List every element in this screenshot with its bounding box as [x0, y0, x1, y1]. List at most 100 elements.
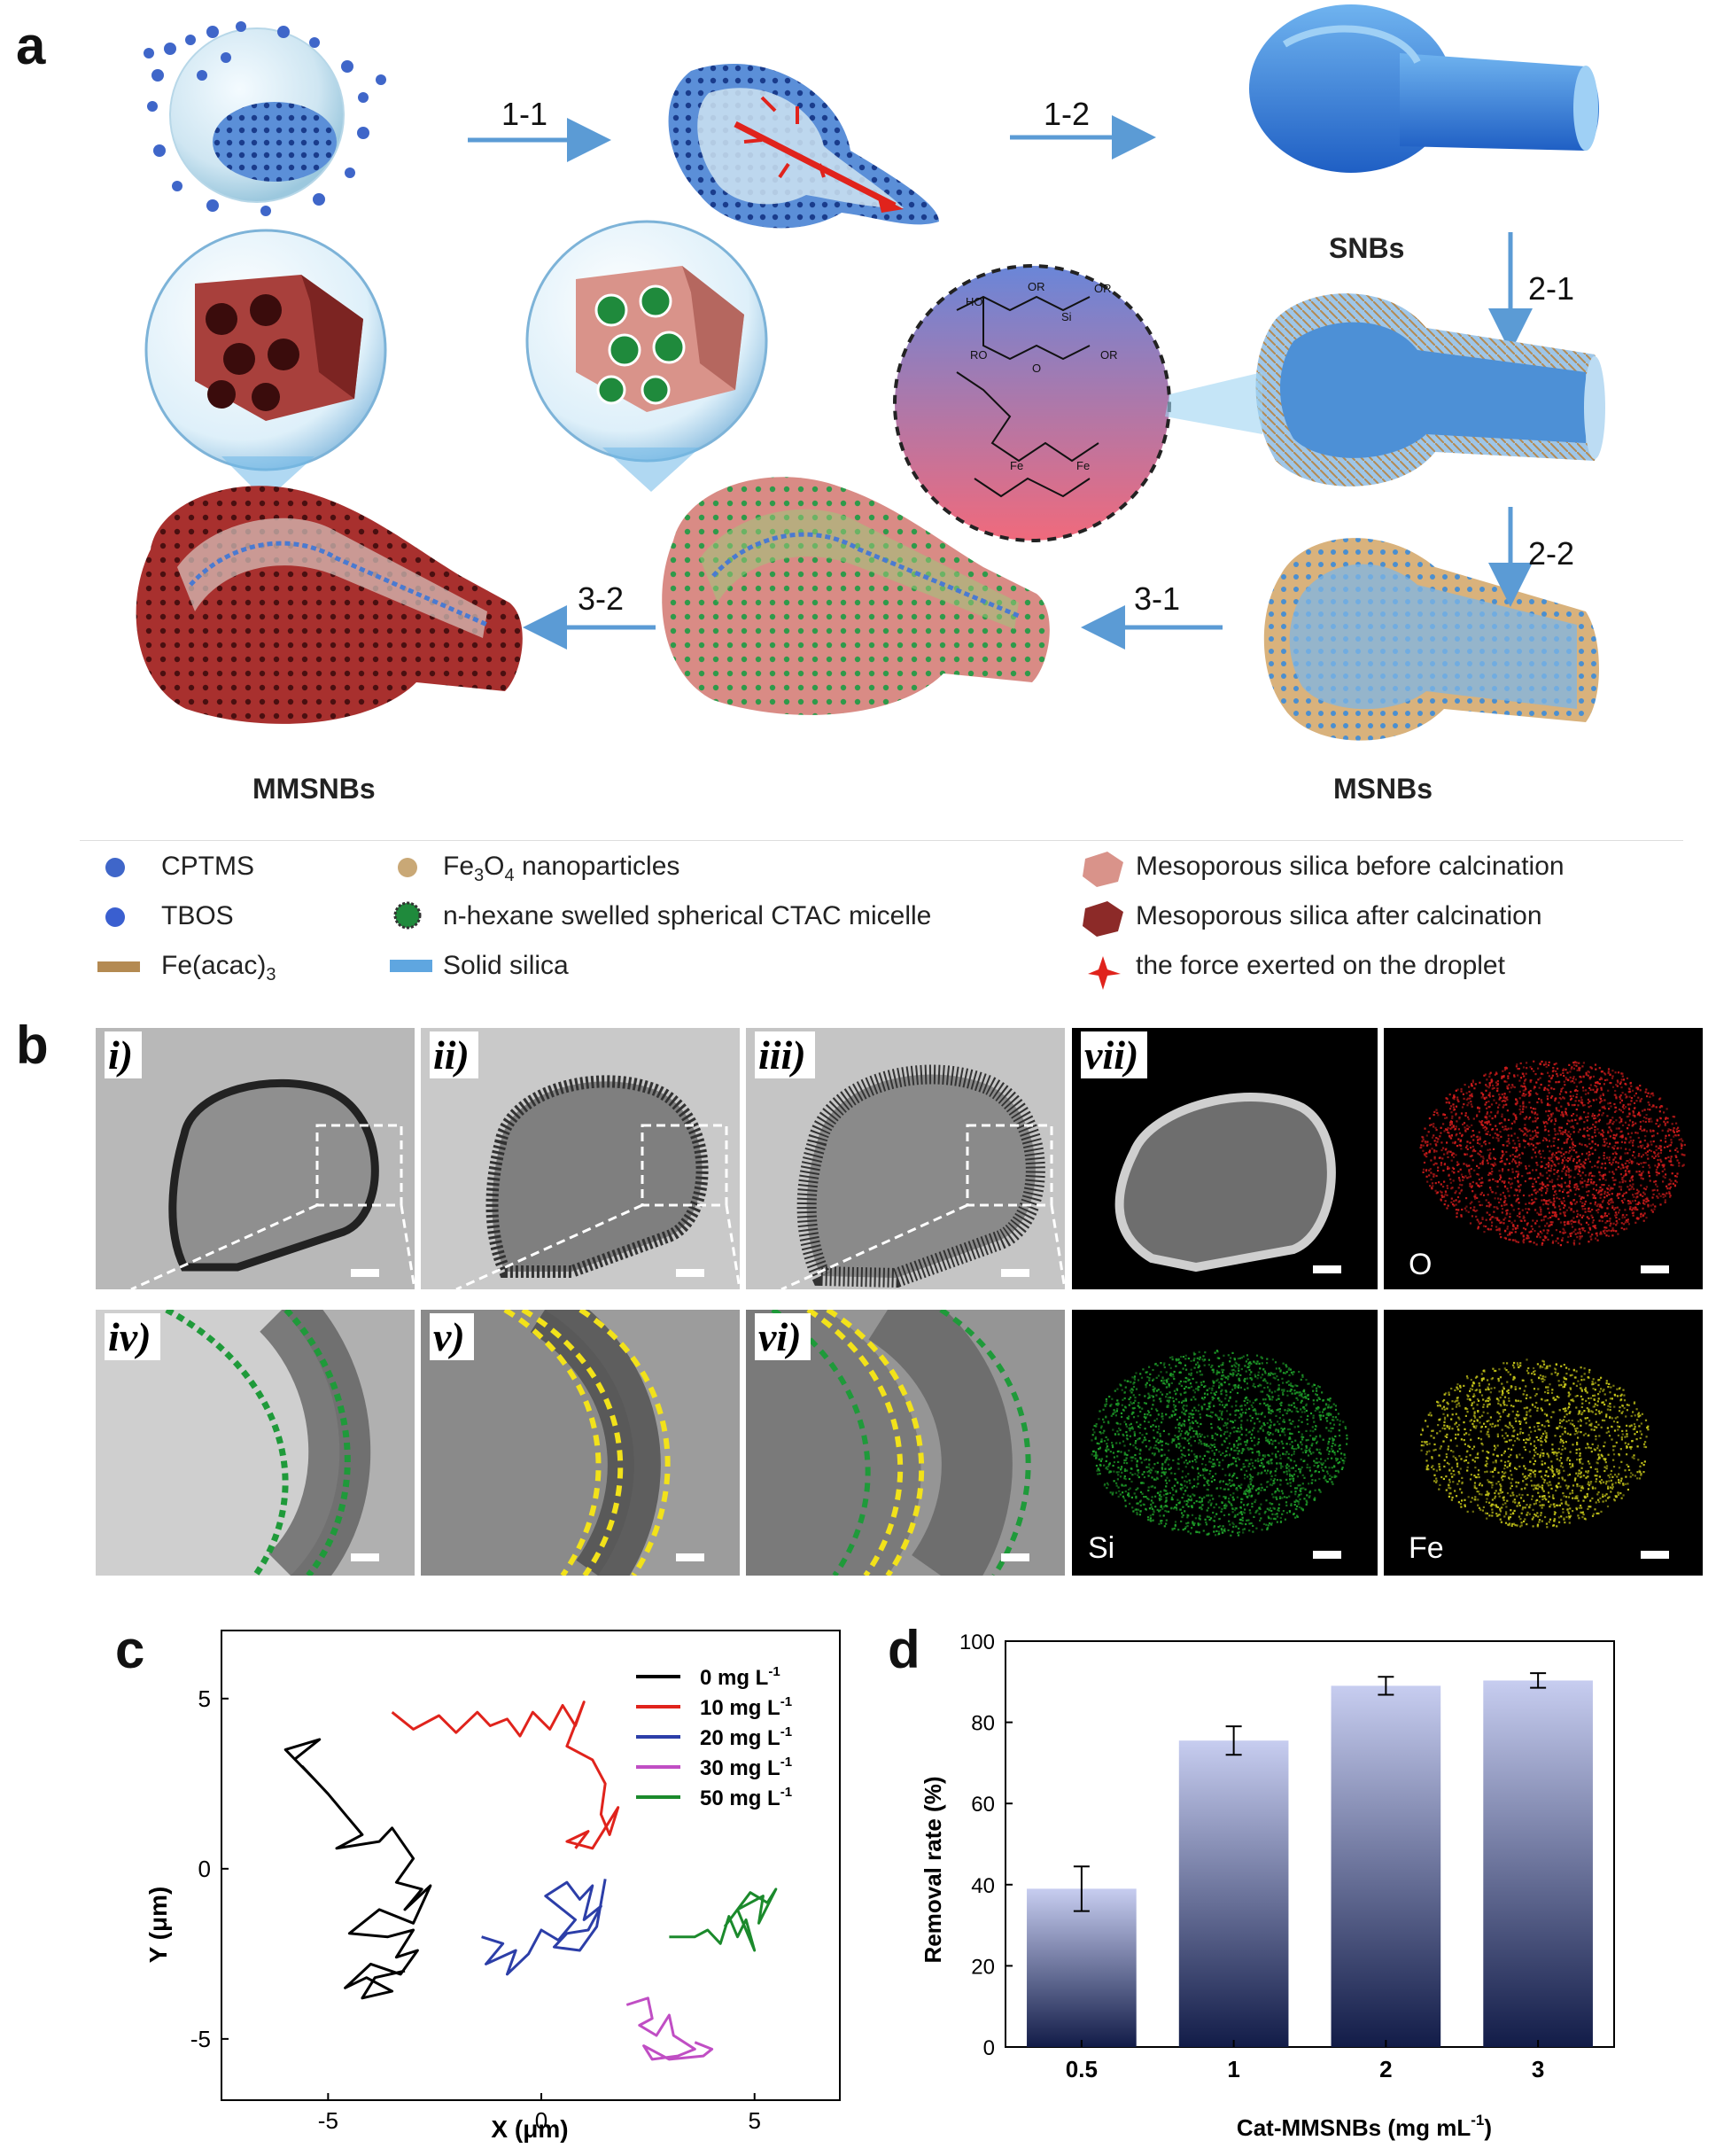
- legend-label: 20 mg L-1: [700, 1724, 792, 1750]
- surfactant-removal-illustration: [662, 477, 1050, 715]
- chem-label-fe: Fe: [1010, 459, 1023, 472]
- fe-acac-coated-snb-illustration: [1255, 293, 1605, 486]
- y-tick-label: 80: [971, 1712, 995, 1736]
- chemistry-structure-circle: HO OR Si OR RO O OR Fe Fe: [893, 264, 1262, 542]
- scale-bar: [676, 1269, 704, 1277]
- legend-micelle: n-hexane swelled spherical CTAC micelle: [443, 901, 932, 930]
- msnb-illustration: [1263, 538, 1599, 741]
- y-tick-label: 100: [959, 1631, 995, 1654]
- eds-map-o: O: [1384, 1028, 1703, 1289]
- scale-bar: [1001, 1553, 1029, 1561]
- x-tick-label: 5: [748, 2107, 760, 2134]
- droplet-illustration: [144, 21, 386, 216]
- step-label-3-1: 3-1: [1134, 580, 1181, 617]
- x-tick-label: 2: [1379, 2056, 1392, 2082]
- bar: [1178, 1740, 1289, 2047]
- haadf-image-vii: vii): [1072, 1028, 1378, 1289]
- tile-label-vii: vii): [1081, 1031, 1148, 1078]
- legend-before-calcination: Mesoporous silica before calcination: [1136, 852, 1565, 881]
- eds-map-si: Si: [1072, 1310, 1378, 1576]
- chem-label-ro: RO: [970, 348, 988, 362]
- mmsnb-illustration: [136, 486, 523, 724]
- tem-image-vi: vi): [746, 1310, 1065, 1576]
- deforming-droplet-illustration: [668, 64, 939, 229]
- eds-map-fe: Fe: [1384, 1310, 1703, 1576]
- panel-a-illustration: HO OR Si OR RO O OR Fe Fe: [136, 4, 1605, 741]
- bar: [1331, 1685, 1441, 2047]
- scale-bar: [351, 1269, 379, 1277]
- tile-label-vi: vi): [755, 1313, 811, 1360]
- tem-image-i: i): [96, 1028, 415, 1289]
- panel-label-c: c: [115, 1620, 145, 1679]
- step-label-1-2: 1-2: [1044, 96, 1091, 132]
- tile-label-iii: iii): [755, 1031, 815, 1078]
- tile-label-ii: ii): [430, 1031, 478, 1078]
- plot-frame: [1005, 1640, 1615, 2048]
- scale-bar: [351, 1553, 379, 1561]
- y-tick-label: 0: [983, 2036, 995, 2060]
- panel-label-d: d: [888, 1620, 920, 1679]
- y-tick-label: 40: [971, 1874, 995, 1898]
- y-tick-label: 5: [198, 1685, 211, 1712]
- eds-label-fe: Fe: [1409, 1531, 1444, 1565]
- x-axis-label: Cat-MMSNBs (mg mL-1): [1237, 2112, 1492, 2141]
- tem-image-iii: iii): [746, 1028, 1065, 1289]
- pore-bubble-before-calcination: [525, 220, 768, 492]
- scale-bar: [1313, 1551, 1341, 1559]
- chem-label-fe-2: Fe: [1076, 459, 1090, 472]
- y-axis-label: Removal rate (%): [920, 1777, 946, 1964]
- series-line: [625, 1996, 714, 2061]
- series-line: [283, 1738, 432, 2000]
- snbs-label: SNBs: [1329, 232, 1405, 264]
- chem-label-ho: HO: [966, 295, 983, 308]
- eds-label-si: Si: [1088, 1531, 1115, 1565]
- step-label-1-1: 1-1: [501, 96, 548, 132]
- scale-bar: [1641, 1265, 1669, 1273]
- legend-force: the force exerted on the droplet: [1136, 951, 1505, 980]
- removal-rate-bar-chart: 0 20 40 60 80 100 0.5 1 2 3 Removal rate (%) Cat-…: [920, 1631, 1615, 2141]
- series-line: [481, 1879, 607, 1976]
- trajectory-chart: -5 0 5 5 0 -5 0 mg L-1 10 mg L-1 20 mg L-1 30 mg…: [144, 1630, 841, 2143]
- msnbs-label: MSNBs: [1333, 773, 1433, 805]
- plot-frame: [221, 1630, 841, 2101]
- chem-label-or-3: OR: [1100, 348, 1118, 362]
- legend-fe3o4: Fe3O4 nanoparticles: [443, 852, 680, 885]
- x-tick-label: 1: [1227, 2056, 1239, 2082]
- chem-label-or-2: OR: [1094, 282, 1112, 295]
- x-tick-label: 0.5: [1066, 2056, 1098, 2082]
- tem-image-iv: iv): [96, 1310, 415, 1576]
- step-label-3-2: 3-2: [578, 580, 625, 617]
- legend-cptms: CPTMS: [161, 852, 254, 881]
- chem-label-o: O: [1032, 362, 1041, 375]
- y-tick-label: 20: [971, 1955, 995, 1979]
- panel-label-a: a: [16, 16, 46, 75]
- tile-label-iv: iv): [105, 1313, 160, 1360]
- y-tick-label: 0: [198, 1856, 211, 1882]
- tem-image-ii: ii): [421, 1028, 740, 1289]
- x-axis-label: X (μm): [491, 2115, 568, 2143]
- step-label-2-1: 2-1: [1528, 270, 1575, 307]
- step-label-2-2: 2-2: [1528, 535, 1575, 572]
- legend-solid-silica: Solid silica: [443, 951, 569, 980]
- eds-label-o: O: [1409, 1248, 1433, 1281]
- tile-label-i: i): [105, 1031, 143, 1078]
- tem-image-v: v): [421, 1310, 740, 1576]
- chem-label-si: Si: [1061, 310, 1072, 323]
- scale-bar: [1641, 1551, 1669, 1559]
- panel-label-b: b: [16, 1016, 49, 1075]
- y-tick-label: -5: [190, 2026, 211, 2052]
- y-axis-label: Y (μm): [144, 1887, 172, 1964]
- bar: [1483, 1680, 1593, 2047]
- x-tick-label: 0: [535, 2107, 547, 2134]
- legend-label: 10 mg L-1: [700, 1694, 792, 1720]
- pore-bubble-after-calcination: [144, 229, 387, 501]
- legend-label: 30 mg L-1: [700, 1755, 792, 1780]
- snb-illustration: [1249, 4, 1599, 173]
- series-line: [669, 1887, 778, 1952]
- tile-label-v: v): [430, 1313, 474, 1360]
- bar: [1027, 1888, 1137, 2047]
- legend-tbos: TBOS: [161, 901, 234, 930]
- legend-label: 0 mg L-1: [700, 1664, 780, 1690]
- legend-after-calcination: Mesoporous silica after calcination: [1136, 901, 1542, 930]
- chem-label-or: OR: [1028, 280, 1045, 293]
